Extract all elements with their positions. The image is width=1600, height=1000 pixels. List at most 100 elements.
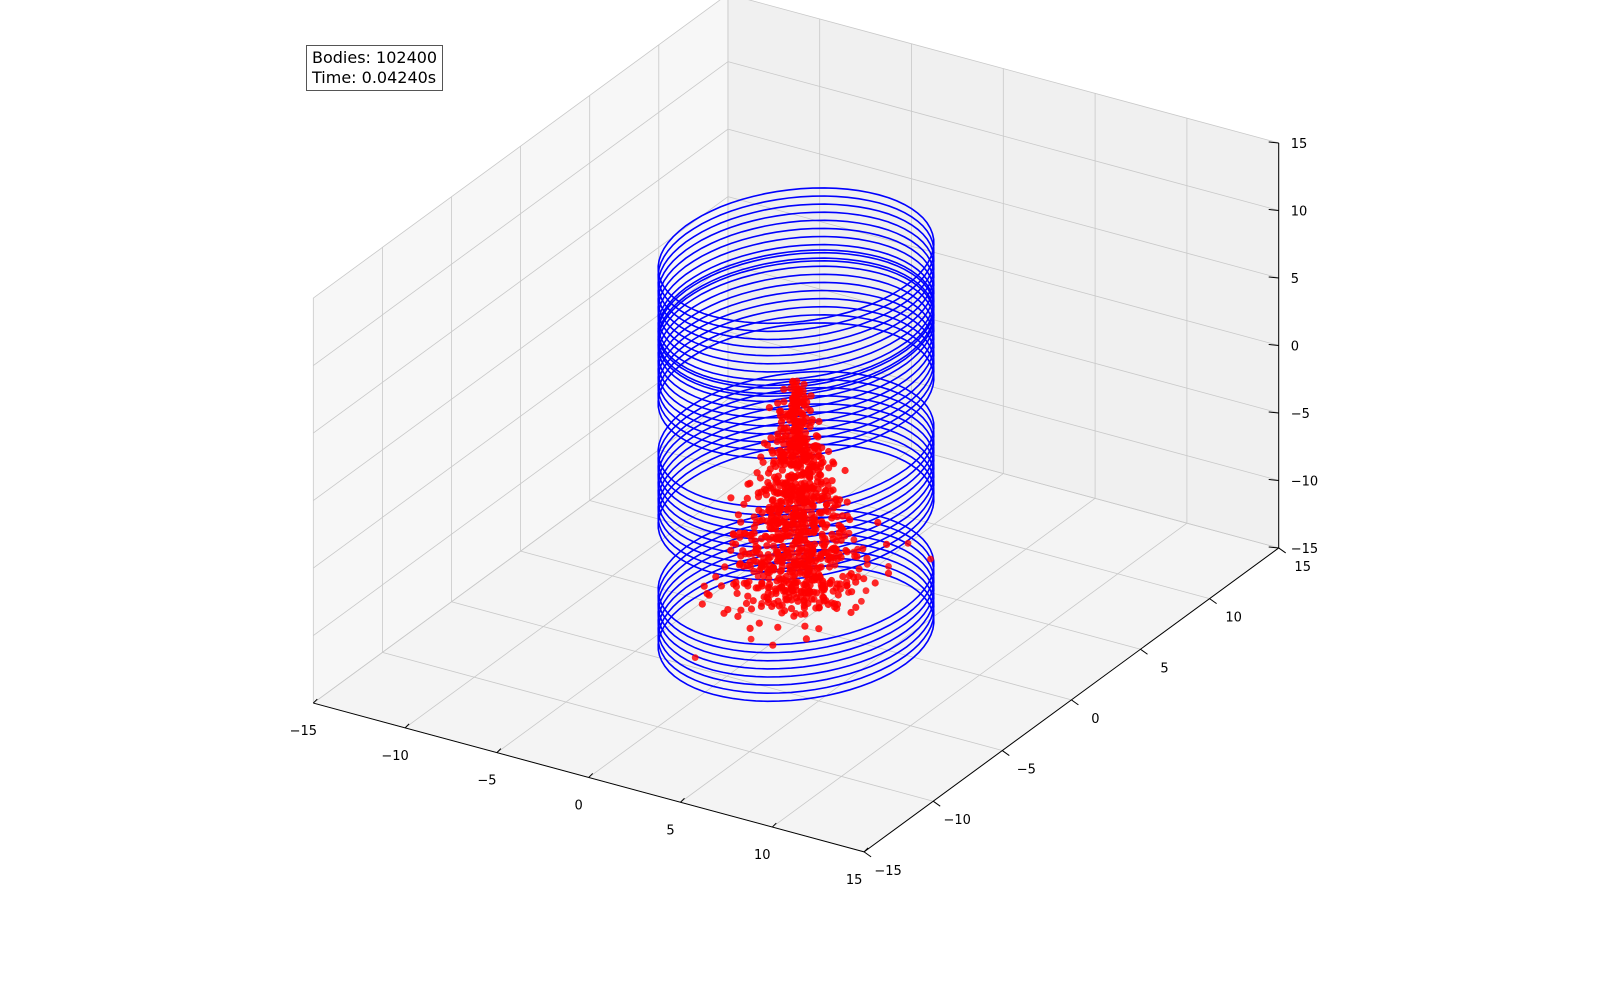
body-point <box>767 484 775 492</box>
body-point <box>786 498 794 506</box>
body-point <box>852 578 860 586</box>
z-tick-mark <box>1268 343 1279 346</box>
z-tick-label: 0 <box>1291 339 1299 354</box>
body-point <box>885 563 892 570</box>
body-point <box>771 473 779 481</box>
body-point <box>828 530 836 539</box>
body-point <box>753 469 761 477</box>
body-point <box>745 578 753 585</box>
body-point <box>825 464 833 472</box>
body-point <box>788 460 796 468</box>
x-tick-label: −5 <box>477 774 496 789</box>
ring <box>657 540 935 678</box>
y-tick-mark <box>1071 699 1079 706</box>
ring <box>657 259 935 398</box>
ring <box>657 211 935 349</box>
body-point <box>860 575 868 583</box>
body-point <box>754 584 762 592</box>
body-point <box>793 377 801 385</box>
body-point <box>825 447 833 456</box>
body-point <box>746 624 754 633</box>
body-point <box>852 603 860 612</box>
x-tick-label: 15 <box>846 873 863 888</box>
body-point <box>764 479 772 487</box>
body-point <box>758 508 766 517</box>
body-point <box>778 436 786 444</box>
body-point <box>775 518 783 527</box>
ring <box>657 235 935 373</box>
body-point <box>829 545 837 553</box>
body-point <box>784 504 793 512</box>
body-point <box>803 495 811 503</box>
body-point <box>781 514 789 522</box>
body-point <box>805 529 814 537</box>
ring <box>657 195 935 333</box>
body-point <box>797 611 805 618</box>
body-point <box>737 552 745 560</box>
z-tick-mark <box>1268 276 1279 279</box>
body-point <box>799 483 808 492</box>
body-point <box>792 610 800 617</box>
body-point <box>800 512 808 521</box>
y-tick-label: 0 <box>1091 712 1099 727</box>
body-point <box>837 553 845 562</box>
body-point <box>757 453 765 461</box>
body-point <box>815 625 823 633</box>
body-point <box>836 580 844 588</box>
body-point <box>746 479 754 487</box>
x-tick-label: −10 <box>381 749 408 764</box>
body-point <box>812 557 820 565</box>
body-point <box>790 510 798 518</box>
body-point <box>801 429 810 437</box>
body-point <box>774 623 782 631</box>
body-point <box>797 454 805 462</box>
body-point <box>803 505 811 513</box>
body-point <box>703 590 711 598</box>
body-point <box>747 635 755 643</box>
ring <box>657 556 935 695</box>
body-point <box>791 556 799 564</box>
body-point <box>833 600 842 609</box>
body-point <box>871 579 879 587</box>
body-point <box>760 554 768 562</box>
body-point <box>820 542 828 550</box>
body-point <box>803 539 811 548</box>
x-tick-mark <box>496 748 502 754</box>
body-point <box>800 604 809 612</box>
x-tick-mark <box>404 723 410 729</box>
body-point <box>834 501 842 509</box>
body-point <box>818 530 826 538</box>
x-tick-mark <box>680 797 685 803</box>
body-point <box>810 576 819 584</box>
body-point <box>828 477 836 485</box>
body-point <box>795 407 803 415</box>
body-point <box>815 604 823 612</box>
x-tick-mark <box>863 847 869 853</box>
body-point <box>804 565 812 573</box>
tick-labels: −15 −15 −15 −10 −10 −10 −5 −5 −5 0 0 0 5 5 5 10 10 10 15 15… <box>290 137 1319 888</box>
body-point <box>755 619 763 627</box>
body-point <box>784 411 792 419</box>
body-point <box>768 602 776 611</box>
body-point <box>733 589 741 598</box>
body-point <box>770 518 777 526</box>
body-point <box>772 550 779 558</box>
body-point <box>700 582 708 590</box>
body-point <box>815 417 823 426</box>
body-point <box>756 474 765 482</box>
body-point <box>884 569 893 577</box>
x-tick-label: 0 <box>575 798 583 813</box>
x-tick-mark <box>588 773 594 778</box>
body-point <box>810 524 819 533</box>
z-tick-mark <box>1268 546 1279 549</box>
body-point <box>781 525 790 534</box>
body-point <box>760 593 768 601</box>
ring <box>657 516 935 654</box>
body-point <box>810 588 818 596</box>
body-point <box>794 392 802 400</box>
body-point <box>802 414 810 422</box>
body-point <box>809 546 817 555</box>
body-point <box>717 582 726 590</box>
x-tick-mark <box>312 698 318 704</box>
body-point <box>831 561 839 569</box>
